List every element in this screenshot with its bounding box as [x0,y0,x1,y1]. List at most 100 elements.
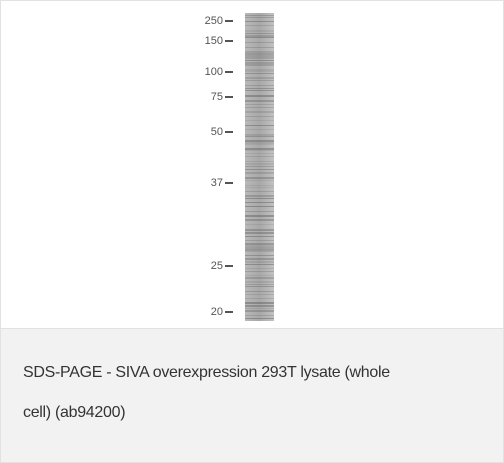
gel-band [245,211,274,212]
gel-band [245,258,274,260]
gel-band [245,42,274,43]
gel-band [245,177,274,179]
marker-label: 150 [205,35,233,47]
gel-band [245,310,274,312]
gel-band [245,240,274,241]
gel-band [245,249,274,251]
gel-band [245,35,274,37]
gel-band [245,281,274,283]
gel-band [245,33,274,34]
image-card: 250 150 100 75 50 37 25 20 SDS-PAGE - SI… [0,0,504,463]
marker-label: 100 [205,66,233,78]
gel-band [245,169,274,170]
gel-band [245,153,274,154]
gel-band [245,88,274,89]
gel-band [245,255,274,256]
gel-band [245,47,274,48]
gel-band [245,277,274,279]
gel-band [245,64,274,66]
gel-band [245,142,274,144]
marker-label: 20 [211,306,233,318]
gel-band [245,17,274,18]
gel-band [245,71,274,72]
gel-band [245,172,274,174]
gel-band [245,251,274,252]
gel-band [245,136,274,137]
gel-band [245,150,274,151]
gel-band [245,308,274,309]
gel-band [245,95,274,97]
caption-box: SDS-PAGE - SIVA overexpression 293T lysa… [1,329,503,462]
gel-band [245,302,274,304]
gel-band [245,229,274,231]
gel-band [245,53,274,55]
gel-band [245,21,274,22]
gel-band [245,243,274,245]
gel-band [245,144,274,145]
gel-band [245,318,274,319]
gel-band [245,245,274,247]
gel-band [245,107,274,108]
caption: SDS-PAGE - SIVA overexpression 293T lysa… [23,353,393,433]
gel-band [245,202,274,203]
gel-band [245,185,274,186]
gel-band [245,51,274,53]
marker-label: 75 [211,91,233,103]
gel-band [245,166,274,167]
gel-band [245,163,274,165]
gel-band [245,69,274,71]
gel-band [245,77,274,79]
gel-band [245,161,274,162]
gel-band [245,191,274,192]
gel-band [245,90,274,91]
marker-label: 50 [211,126,233,138]
gel-band [245,284,274,285]
gel-band [245,247,274,249]
gel-band [245,85,274,86]
gel-band [245,104,274,105]
gel-band [245,100,274,102]
gel-band [245,198,274,199]
marker-label: 37 [211,177,233,189]
gel-band [245,315,274,316]
gel-band [245,125,274,126]
gel-band [245,111,274,113]
gel-band [245,268,274,269]
gel-band [245,180,274,181]
gel-band [245,305,274,307]
gel-band [245,62,274,64]
gel-image [1,1,503,328]
gel-band [245,215,274,217]
gel-band [245,15,274,16]
gel-band [245,264,274,265]
gel-band [245,116,274,117]
gel-band [245,120,274,121]
gel-band [245,57,274,59]
gel-band [245,261,274,263]
gel-band [245,25,274,26]
gel-band [245,298,274,299]
gel-band [245,140,274,142]
marker-label: 25 [211,260,233,272]
gel-band [245,291,274,292]
gel-band [245,232,274,234]
gel-band [245,134,274,136]
gel-band [245,236,274,237]
gel-band [245,206,274,207]
gel-band [245,80,274,81]
gel-band [245,294,274,295]
gel-band [245,286,274,287]
gel-band [245,271,274,272]
gel-band [245,55,274,57]
marker-label: 250 [205,15,233,27]
gel-band [245,156,274,157]
gel-band [245,129,274,130]
gel-band [245,37,274,38]
gel-band [245,73,274,74]
gel-band [245,148,274,150]
gel-band [245,219,274,221]
gel-band [245,187,274,188]
gel-band [245,30,274,32]
gel-band [245,224,274,225]
gel-band [245,195,274,197]
